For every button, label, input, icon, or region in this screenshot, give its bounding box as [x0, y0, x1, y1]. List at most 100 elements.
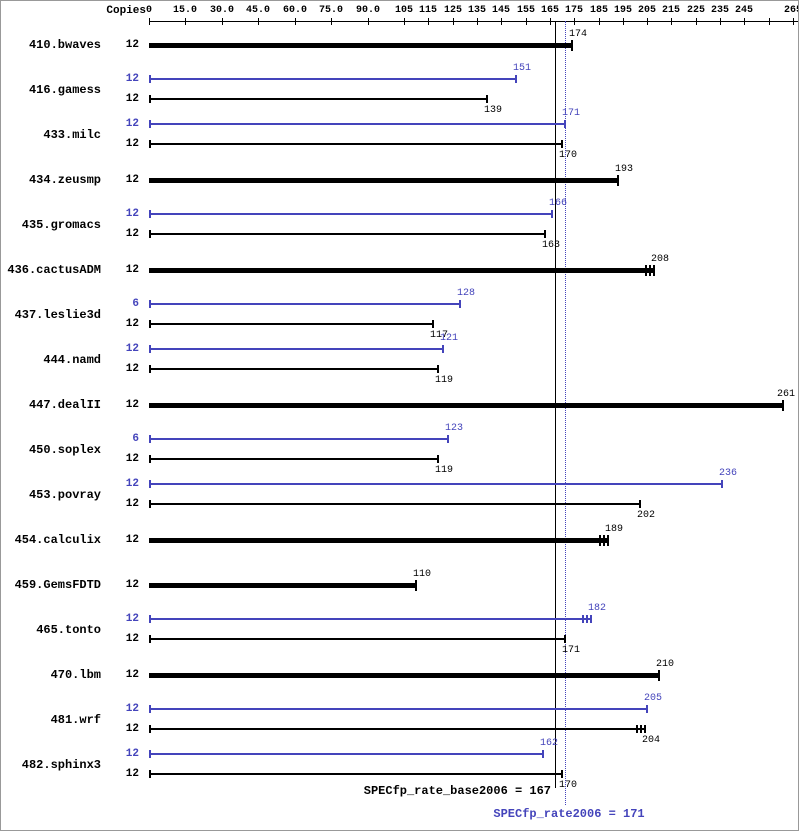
x-tick-label: 165 [540, 5, 560, 16]
bar-peak [149, 753, 543, 755]
bar-base [149, 503, 640, 505]
copies-value: 12 [125, 73, 139, 85]
score-label: 182 [587, 603, 607, 614]
score-label: 166 [548, 198, 568, 209]
x-tick [222, 18, 223, 25]
x-tick [744, 18, 745, 25]
bar-end-cap [551, 210, 553, 218]
copies-value: 6 [132, 433, 139, 445]
x-tick [599, 18, 600, 25]
benchmark-name: 437.leslie3d [14, 308, 101, 322]
run-mark [599, 534, 601, 546]
x-tick [453, 18, 454, 25]
benchmark-name: 453.povray [28, 488, 101, 502]
x-tick-label: 155 [516, 5, 536, 16]
bar-end-cap [437, 455, 439, 463]
bar-end-cap [782, 399, 784, 411]
x-tick [295, 18, 296, 25]
bar-base [149, 673, 659, 678]
score-label: 174 [568, 29, 588, 40]
score-label: 204 [641, 735, 661, 746]
x-axis-line [149, 21, 798, 22]
benchmark-name: 434.zeusmp [28, 173, 101, 187]
bar-peak [149, 213, 552, 215]
bar-end-cap [639, 500, 641, 508]
bar-base [149, 178, 618, 183]
x-tick-label: 245 [734, 5, 754, 16]
copies-value: 12 [125, 174, 139, 186]
bar-start-cap [149, 230, 151, 238]
x-tick-label: 265 [783, 5, 798, 16]
bar-start-cap [149, 480, 151, 488]
x-tick-label: 45.0 [245, 5, 271, 16]
run-mark [582, 615, 584, 623]
x-tick-label: 0 [145, 5, 153, 16]
copies-value: 12 [125, 669, 139, 681]
bar-start-cap [149, 75, 151, 83]
run-mark [645, 264, 647, 276]
bar-end-cap [564, 120, 566, 128]
copies-value: 12 [125, 343, 139, 355]
x-tick [501, 18, 502, 25]
score-label: 171 [561, 108, 581, 119]
copies-value: 12 [125, 579, 139, 591]
run-mark [649, 264, 651, 276]
bar-base [149, 368, 438, 370]
bar-peak [149, 78, 516, 80]
bar-start-cap [149, 120, 151, 128]
copies-value: 12 [125, 534, 139, 546]
bar-end-cap [644, 725, 646, 733]
bar-base [149, 323, 433, 325]
x-tick-label: 195 [613, 5, 633, 16]
bar-base [149, 143, 562, 145]
bar-end-cap [721, 480, 723, 488]
bar-base [149, 638, 565, 640]
bar-start-cap [149, 345, 151, 353]
x-tick [404, 18, 405, 25]
score-label: 210 [655, 659, 675, 670]
score-label: 193 [614, 164, 634, 175]
score-label: 151 [512, 63, 532, 74]
x-tick [258, 18, 259, 25]
x-tick [149, 18, 150, 25]
copies-value: 12 [125, 633, 139, 645]
x-tick-label: 90.0 [355, 5, 381, 16]
bar-base [149, 583, 416, 588]
copies-value: 12 [125, 613, 139, 625]
bar-end-cap [617, 174, 619, 186]
x-tick [623, 18, 624, 25]
score-label: 121 [439, 333, 459, 344]
bar-start-cap [149, 300, 151, 308]
bar-base [149, 98, 487, 100]
x-tick-label: 105 [394, 5, 414, 16]
bar-start-cap [149, 725, 151, 733]
x-tick [671, 18, 672, 25]
benchmark-name: 447.dealII [28, 398, 101, 412]
bar-end-cap [571, 39, 573, 51]
x-tick-label: 115 [418, 5, 438, 16]
run-mark [603, 534, 605, 546]
bar-start-cap [149, 500, 151, 508]
benchmark-name: 433.milc [43, 128, 101, 142]
x-tick [769, 18, 770, 25]
benchmark-name: 482.sphinx3 [21, 758, 101, 772]
copies-value: 12 [125, 228, 139, 240]
copies-value: 12 [125, 768, 139, 780]
benchmark-name: 454.calculix [14, 533, 101, 547]
bar-start-cap [149, 635, 151, 643]
copies-value: 12 [125, 363, 139, 375]
bar-end-cap [564, 635, 566, 643]
x-tick [793, 18, 794, 25]
x-tick-label: 75.0 [318, 5, 344, 16]
copies-value: 12 [125, 453, 139, 465]
x-tick [574, 18, 575, 25]
score-label: 110 [412, 569, 432, 580]
copies-value: 12 [125, 478, 139, 490]
x-tick [331, 18, 332, 25]
x-tick-label: 125 [443, 5, 463, 16]
bar-start-cap [149, 750, 151, 758]
score-label: 123 [444, 423, 464, 434]
peak-result-label: SPECfp_rate2006 = 171 [493, 807, 645, 821]
score-label: 139 [483, 105, 503, 116]
score-label: 208 [650, 254, 670, 265]
